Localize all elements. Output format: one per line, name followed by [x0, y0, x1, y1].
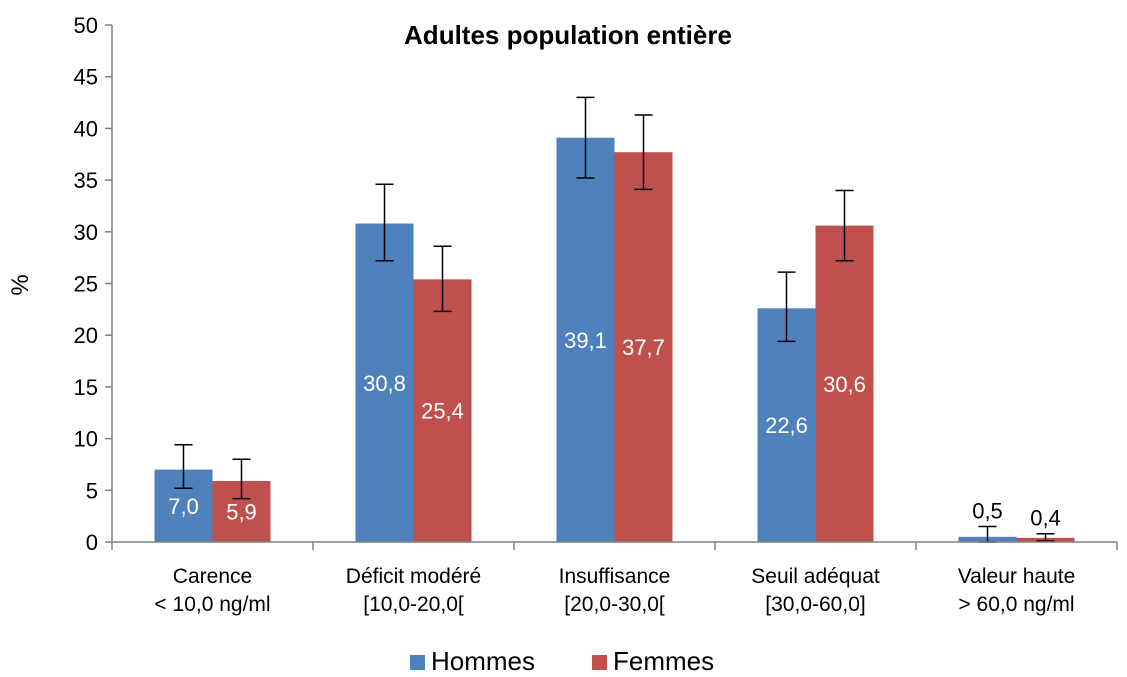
bar-femmes-2: [614, 152, 673, 542]
legend-swatch: [410, 655, 425, 670]
category-label: Seuil adéquat: [751, 565, 880, 588]
y-tick-label: 30: [74, 220, 98, 245]
bar-femmes-3: [815, 225, 874, 542]
data-label: 37,7: [622, 335, 665, 360]
bar-hommes-2: [556, 137, 615, 542]
error-bar: [174, 444, 193, 489]
category-label: Valeur haute: [958, 565, 1076, 588]
chart-title: Adultes population entière: [404, 20, 732, 50]
data-labels: 7,0 30,8 39,1 22,6 0,5 5,9 25,4 37,7 30,6 0,4: [168, 328, 1061, 531]
category-label: [20,0-30,0[: [564, 593, 665, 616]
bar-hommes-3: [757, 308, 816, 542]
y-tick-label: 35: [74, 168, 98, 193]
error-bar: [375, 183, 394, 262]
data-label: 22,6: [765, 413, 808, 438]
legend-label: Femmes: [613, 646, 714, 676]
error-bar: [835, 189, 854, 262]
bar-femmes-1: [413, 279, 472, 542]
category-label: < 10,0 ng/ml: [154, 593, 270, 616]
data-label: 7,0: [168, 494, 199, 519]
category-label: > 60,0 ng/ml: [958, 593, 1074, 616]
error-bar: [232, 458, 251, 500]
category-label: Insuffisance: [559, 565, 671, 588]
category-label: Déficit modéré: [346, 565, 481, 588]
y-tick-label: 15: [74, 375, 98, 400]
y-tick-label: 20: [74, 323, 98, 348]
y-axis: 0 5 10 15 20 25 30 35 40 45 50: [74, 13, 112, 555]
bar-hommes-1: [355, 223, 414, 542]
error-bar: [433, 245, 452, 313]
data-label: 30,8: [363, 371, 406, 396]
y-tick-label: 45: [74, 65, 98, 90]
legend-swatch: [592, 655, 607, 670]
error-bar: [1036, 532, 1055, 542]
data-label: 25,4: [421, 399, 464, 424]
y-tick-label: 5: [86, 478, 98, 503]
y-axis-label: %: [7, 274, 34, 295]
y-tick-label: 40: [74, 116, 98, 141]
legend-label: Hommes: [431, 646, 535, 676]
error-bar: [634, 114, 653, 191]
y-tick-label: 0: [86, 530, 98, 555]
legend-item-hommes: Hommes: [410, 646, 535, 676]
data-label: 0,4: [1030, 506, 1061, 531]
data-label: 5,9: [226, 499, 257, 524]
error-bar: [777, 271, 796, 343]
bars: [154, 137, 1075, 542]
data-label: 30,6: [823, 372, 866, 397]
category-label: [30,0-60,0]: [765, 593, 865, 616]
legend-item-femmes: Femmes: [592, 646, 714, 676]
y-tick-label: 50: [74, 13, 98, 38]
data-label: 39,1: [564, 328, 607, 353]
data-label: 0,5: [972, 498, 1003, 523]
category-label: Carence: [173, 565, 252, 588]
legend: Hommes Femmes: [410, 646, 714, 676]
y-tick-label: 10: [74, 427, 98, 452]
category-label: [10,0-20,0[: [363, 593, 464, 616]
y-tick-label: 25: [74, 272, 98, 297]
error-bar: [576, 96, 595, 179]
x-axis: Carence < 10,0 ng/ml Déficit modéré [10,0-2…: [111, 542, 1118, 616]
